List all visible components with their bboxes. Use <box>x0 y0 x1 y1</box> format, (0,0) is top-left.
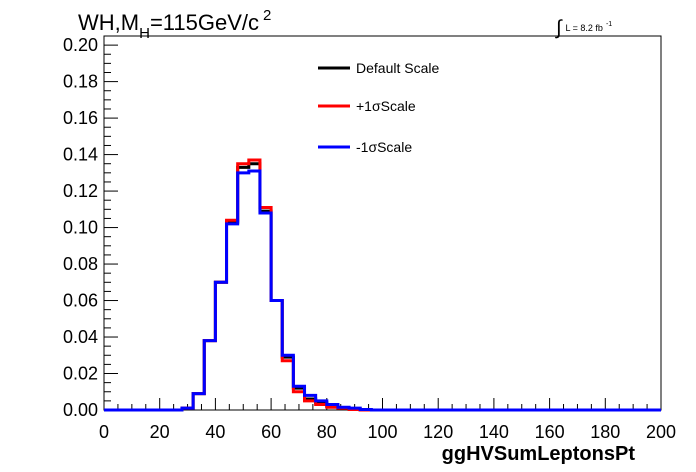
x-axis: 0 20 40 60 80 100 120 140 160 180 200 <box>99 398 676 442</box>
plot-frame <box>103 35 662 411</box>
series-minus1sigma-scale <box>104 169 661 412</box>
chart-title: WH,MH=115GeV/c 2 <box>78 7 271 42</box>
x-axis-title: ggHVSumLeptonsPt <box>442 443 636 465</box>
title-rest: =115GeV/c <box>150 10 259 35</box>
x-tick-label: 120 <box>423 422 453 442</box>
title-superscript: 2 <box>263 7 271 24</box>
legend: Default Scale +1σScale -1σScale <box>318 60 439 155</box>
x-tick-label: 180 <box>590 422 620 442</box>
y-tick-label: 0.14 <box>63 145 98 165</box>
lumi-text: L = 8.2 fb <box>565 23 602 33</box>
legend-label-plus1sigma: +1σScale <box>356 98 416 114</box>
y-tick-label: 0.20 <box>63 35 98 55</box>
lumi-label: ∫ L = 8.2 fb -1 <box>555 17 612 39</box>
y-tick-label: 0.18 <box>63 72 98 92</box>
x-tick-label: 200 <box>646 422 676 442</box>
y-tick-label: 0.00 <box>63 400 98 420</box>
lumi-integral: ∫ <box>555 17 563 39</box>
x-tick-label: 140 <box>479 422 509 442</box>
title-main: WH,M <box>78 10 139 35</box>
series-default-scale <box>104 162 661 412</box>
x-tick-label: 60 <box>261 422 281 442</box>
x-tick-label: 160 <box>535 422 565 442</box>
lumi-superscript: -1 <box>606 21 612 28</box>
title-subscript: H <box>139 25 150 42</box>
y-tick-label: 0.02 <box>63 364 98 384</box>
x-tick-label: 20 <box>150 422 170 442</box>
y-tick-label: 0.10 <box>63 218 98 238</box>
y-axis: 0.00 0.02 0.04 0.06 0.08 0.10 0.12 0.14 0.16 0.18… <box>63 35 118 420</box>
x-tick-label: 80 <box>317 422 337 442</box>
y-tick-label: 0.12 <box>63 181 98 201</box>
legend-label-default: Default Scale <box>356 60 439 76</box>
y-tick-label: 0.06 <box>63 291 98 311</box>
y-tick-label: 0.08 <box>63 254 98 274</box>
series-group <box>104 158 661 412</box>
x-tick-label: 40 <box>205 422 225 442</box>
y-tick-label: 0.04 <box>63 327 98 347</box>
y-tick-label: 0.16 <box>63 108 98 128</box>
series-plus1sigma-scale <box>104 158 661 412</box>
legend-label-minus1sigma: -1σScale <box>356 139 412 155</box>
x-tick-label: 0 <box>99 422 109 442</box>
x-tick-label: 100 <box>367 422 397 442</box>
